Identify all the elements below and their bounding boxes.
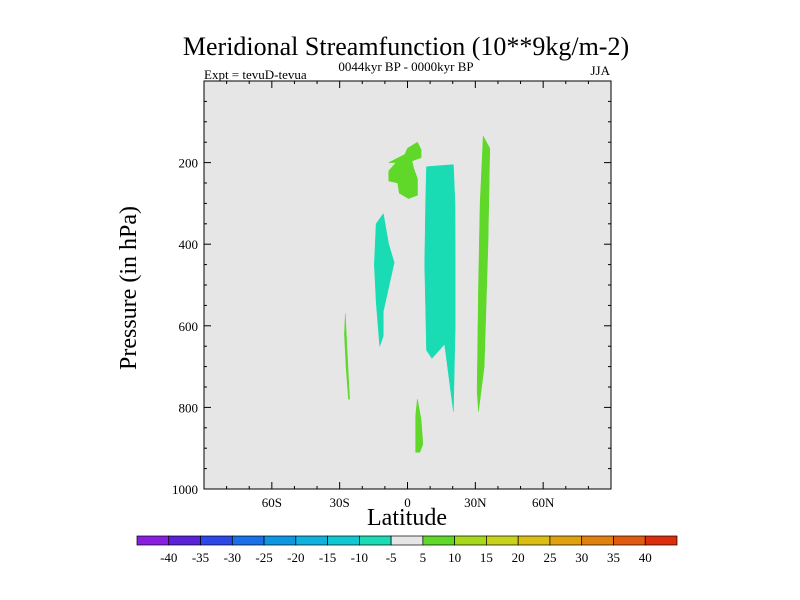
colorbar-swatch xyxy=(263,535,297,546)
colorbar-label: 15 xyxy=(480,550,493,565)
colorbar-swatch xyxy=(295,535,328,546)
colorbar-swatch xyxy=(231,535,265,546)
colorbar-label: -10 xyxy=(351,550,368,565)
contour-region-positive-cell-northern-subtropics xyxy=(476,135,491,412)
colorbar-label: -20 xyxy=(287,550,304,565)
x-tick-label: 60N xyxy=(532,495,555,510)
colorbar-swatch xyxy=(327,535,360,546)
colorbar-swatch xyxy=(486,535,519,546)
colorbar-label: -30 xyxy=(224,550,241,565)
contour-region-negative-cell-tropics-north xyxy=(424,164,456,412)
subtitle-right: JJA xyxy=(590,63,610,78)
plot-background xyxy=(204,81,611,489)
colorbar-label: 25 xyxy=(543,550,556,565)
y-axis-label: Pressure (in hPa) xyxy=(116,206,142,370)
colorbar-swatch xyxy=(644,535,678,546)
chart-title: Meridional Streamfunction (10**9kg/m-2) xyxy=(183,32,629,61)
colorbar-label: 35 xyxy=(607,550,620,565)
colorbar-swatch xyxy=(549,535,583,546)
subtitle-center: 0044kyr BP - 0000kyr BP xyxy=(338,59,473,74)
contour-regions xyxy=(344,135,491,453)
x-tick-label: 30S xyxy=(330,495,350,510)
x-tick-label: 60S xyxy=(262,495,282,510)
colorbar-label: -5 xyxy=(386,550,397,565)
colorbar: -40 -35 -30 -25 -20 -15 -10 -5 5 10 15 20 25 30 35 40 xyxy=(136,535,678,565)
colorbar-swatch xyxy=(359,535,392,546)
y-tick-label: 400 xyxy=(179,237,199,252)
x-tick-label: 30N xyxy=(464,495,487,510)
colorbar-swatch xyxy=(454,535,487,546)
colorbar-swatch xyxy=(422,535,455,546)
contour-region-positive-cell-upper-tropics-top xyxy=(388,141,422,163)
colorbar-swatch xyxy=(613,535,646,546)
y-tick-label: 600 xyxy=(179,319,199,334)
colorbar-swatch xyxy=(168,535,201,546)
y-tick-label: 800 xyxy=(179,400,199,415)
colorbar-swatch xyxy=(390,535,424,546)
colorbar-swatch xyxy=(200,535,233,546)
x-axis-label: Latitude xyxy=(367,505,447,531)
colorbar-label: -35 xyxy=(192,550,209,565)
y-tick-label: 1000 xyxy=(172,482,198,497)
contour-region-positive-cell-southern-thin xyxy=(344,313,350,400)
contour-region-positive-cell-lower-equator xyxy=(415,398,424,453)
subtitle-left: Expt = tevuD-tevua xyxy=(204,67,307,82)
colorbar-label: -25 xyxy=(255,550,272,565)
contour-region-negative-cell-tropics-south xyxy=(374,213,395,347)
y-tick-label: 200 xyxy=(179,156,199,171)
x-tick-label: 0 xyxy=(404,495,411,510)
axis-ticks: 60S 30S 0 30N 60N 200 400 600 800 1000 xyxy=(172,81,611,510)
colorbar-label: -40 xyxy=(160,550,177,565)
colorbar-label: 5 xyxy=(420,550,427,565)
colorbar-label: 20 xyxy=(512,550,525,565)
colorbar-swatch xyxy=(136,535,170,546)
colorbar-swatch xyxy=(581,535,614,546)
colorbar-label: -15 xyxy=(319,550,336,565)
colorbar-label: 40 xyxy=(639,550,652,565)
contour-region-positive-cell-upper-tropics-arm xyxy=(397,168,418,199)
colorbar-label: 30 xyxy=(575,550,588,565)
colorbar-label: 10 xyxy=(448,550,461,565)
colorbar-swatch xyxy=(517,535,551,546)
